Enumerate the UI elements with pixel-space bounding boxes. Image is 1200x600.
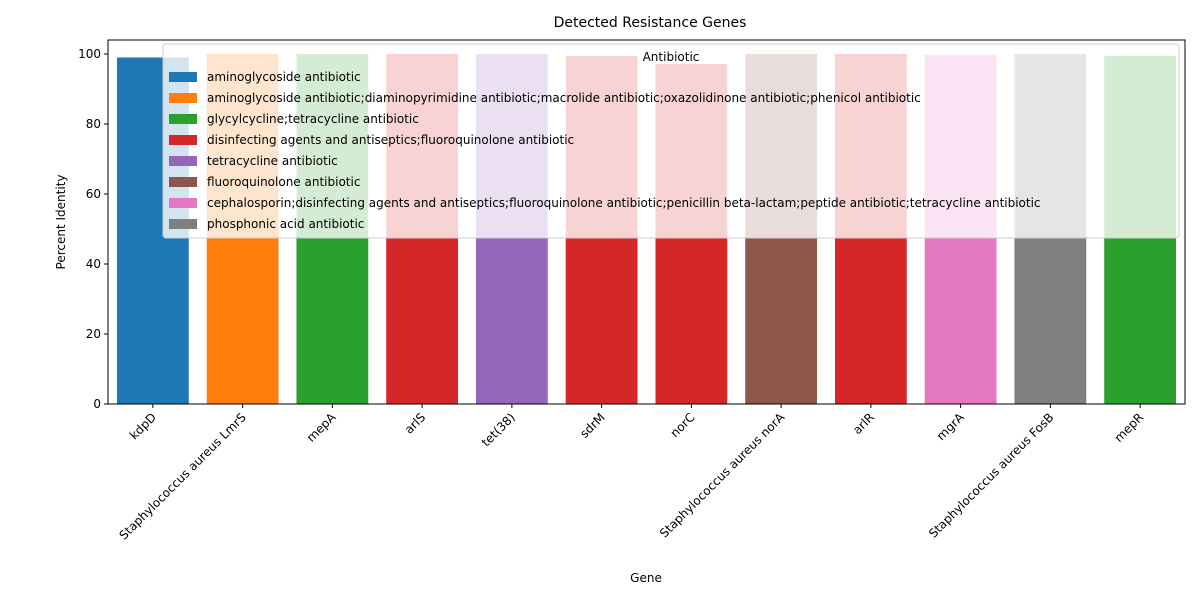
legend-title: Antibiotic [643, 50, 700, 64]
legend-entry-label: cephalosporin;disinfecting agents and an… [207, 196, 1041, 210]
y-tick-label: 60 [86, 187, 101, 201]
x-axis-title: Gene [630, 571, 662, 585]
legend-swatch [169, 135, 197, 145]
legend: Antibiotic aminoglycoside antibiotic amino… [162, 43, 1180, 239]
legend-swatch [169, 177, 197, 187]
legend-entry-label: glycylcycline;tetracycline antibiotic [207, 112, 419, 126]
x-tick-label: sdrM [577, 410, 608, 441]
x-tick-label: arlR [850, 410, 877, 437]
x-tick-label: mgrA [934, 410, 967, 443]
legend-swatch [169, 114, 197, 124]
x-tick-label: tet(38) [479, 410, 518, 449]
y-tick-label: 80 [86, 117, 101, 131]
chart-title: Detected Resistance Genes [554, 15, 747, 31]
y-tick-label: 0 [93, 397, 101, 411]
x-tick-label: kdpD [127, 410, 159, 442]
legend-entry-label: phosphonic acid antibiotic [207, 217, 364, 231]
x-tick-label: mepA [304, 410, 339, 445]
x-tick-label: norC [668, 410, 698, 440]
x-tick-label: arlS [402, 410, 428, 436]
y-tick-label: 100 [78, 47, 101, 61]
plot-frame [107, 39, 1186, 405]
legend-entry-label: aminoglycoside antibiotic [207, 70, 361, 84]
y-tick-label: 20 [86, 327, 101, 341]
y-axis: 0 20 40 60 80 100 [78, 47, 108, 411]
legend-swatch [169, 156, 197, 166]
legend-entry-label: fluoroquinolone antibiotic [207, 175, 360, 189]
legend-swatch [169, 198, 197, 208]
x-tick-label: mepR [1112, 410, 1147, 445]
legend-swatch [169, 93, 197, 103]
legend-entry-label: aminoglycoside antibiotic;diaminopyrimid… [207, 91, 921, 105]
y-axis-title: Percent Identity [54, 175, 68, 270]
legend-entry-label: tetracycline antibiotic [207, 154, 338, 168]
legend-entry-label: disinfecting agents and antiseptics;fluo… [207, 133, 574, 147]
legend-swatch [169, 72, 197, 82]
legend-swatch [169, 219, 197, 229]
legend-box [162, 43, 1180, 239]
y-tick-label: 40 [86, 257, 101, 271]
